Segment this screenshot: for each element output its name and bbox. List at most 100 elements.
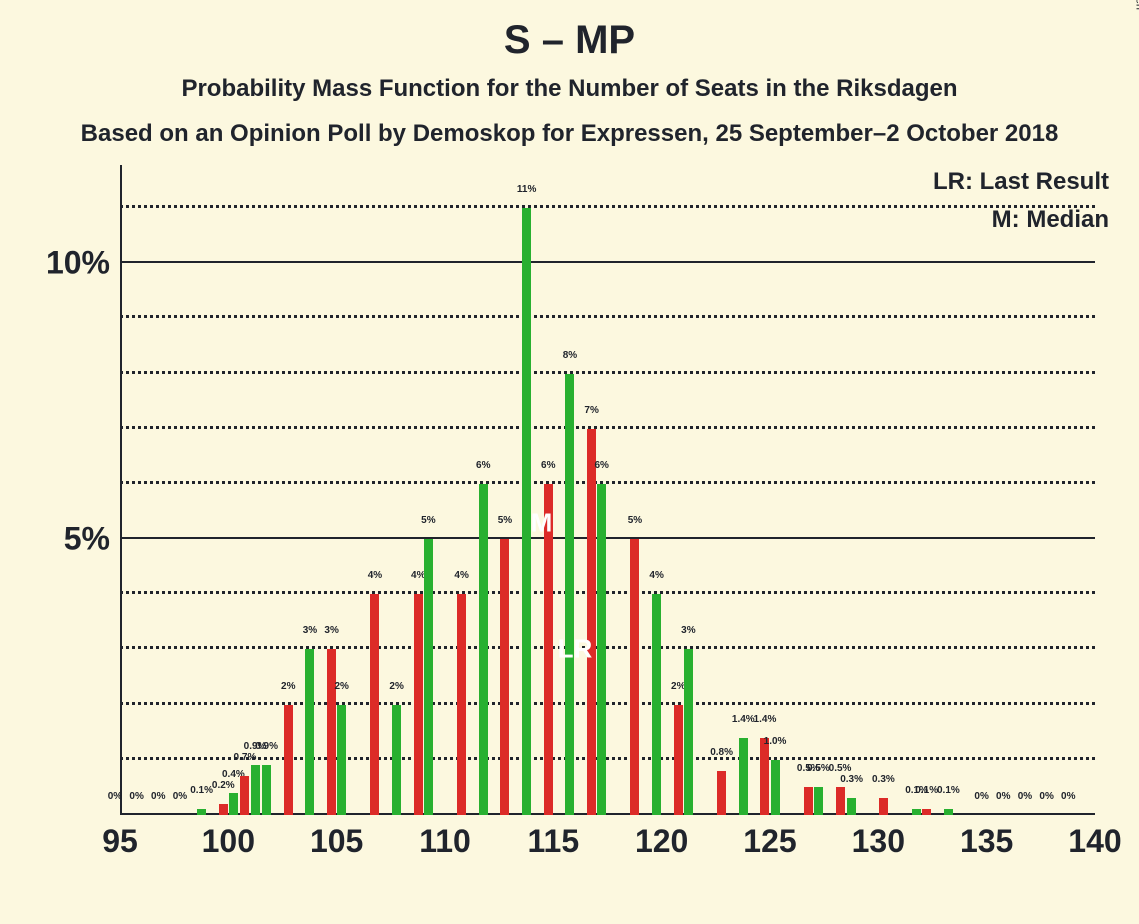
gridline-minor: [120, 481, 1095, 484]
bar-value-label: 0%: [173, 791, 187, 802]
chart-subtitle-2: Based on an Opinion Poll by Demoskop for…: [0, 120, 1139, 148]
bar-value-label: 4%: [368, 570, 382, 581]
bar: [760, 738, 769, 815]
bar-value-label: 0%: [974, 791, 988, 802]
x-tick-label: 125: [743, 823, 796, 860]
bar-value-label: 0%: [151, 791, 165, 802]
bar: [912, 809, 921, 815]
bar-value-label: 3%: [303, 625, 317, 636]
bar: [240, 776, 249, 815]
x-tick-label: 105: [310, 823, 363, 860]
bar-value-label: 0%: [108, 791, 122, 802]
gridline-minor: [120, 646, 1095, 649]
chart-subtitle-1: Probability Mass Function for the Number…: [0, 75, 1139, 103]
bar-value-label: 0.1%: [190, 785, 213, 796]
bar-value-label: 0.8%: [710, 747, 733, 758]
bar: [597, 484, 606, 815]
bar-value-label: 0.1%: [915, 785, 938, 796]
bar: [652, 594, 661, 815]
bar-value-label: 0%: [1039, 791, 1053, 802]
bar: [457, 594, 466, 815]
bar: [922, 809, 931, 815]
bar: [879, 798, 888, 815]
x-tick-label: 100: [202, 823, 255, 860]
gridline-minor: [120, 757, 1095, 760]
x-tick-label: 110: [419, 823, 471, 860]
annotation-last-result: LR: [558, 634, 593, 665]
bar-value-label: 11%: [517, 184, 536, 195]
bar: [327, 649, 336, 815]
bar-value-label: 7%: [584, 405, 598, 416]
gridline-minor: [120, 371, 1095, 374]
bar-value-label: 2%: [334, 681, 348, 692]
bar-value-label: 8%: [563, 350, 577, 361]
bar: [717, 771, 726, 815]
x-tick-label: 115: [528, 823, 580, 860]
bar-value-label: 2%: [281, 681, 295, 692]
x-tick-label: 140: [1068, 823, 1121, 860]
bar-value-label: 5%: [498, 515, 512, 526]
bar-value-label: 0.3%: [872, 774, 895, 785]
bar-value-label: 3%: [681, 625, 695, 636]
annotation-median: M: [531, 507, 553, 538]
bar-value-label: 3%: [324, 625, 338, 636]
bar-value-label: 2%: [389, 681, 403, 692]
copyright-notice: © 2020 Filip van Laenen: [1133, 0, 1139, 10]
bar-value-label: 0.3%: [840, 774, 863, 785]
bar: [630, 539, 639, 815]
bar: [500, 539, 509, 815]
bar-value-label: 1.4%: [754, 714, 777, 725]
bar: [814, 787, 823, 815]
bar-value-label: 6%: [476, 460, 490, 471]
bar-value-label: 0%: [1061, 791, 1075, 802]
bar-value-label: 0%: [1018, 791, 1032, 802]
bar-value-label: 5%: [421, 515, 435, 526]
y-tick-label: 5%: [30, 521, 110, 558]
bar: [392, 705, 401, 815]
x-tick-label: 135: [960, 823, 1013, 860]
bar-value-label: 4%: [454, 570, 468, 581]
gridline-minor: [120, 591, 1095, 594]
chart-plot-area: 5%10%951001051101151201251301351400%0%0%…: [120, 175, 1095, 815]
bar: [219, 804, 228, 815]
bar-value-label: 0.5%: [807, 763, 830, 774]
bar: [370, 594, 379, 815]
gridline-minor: [120, 315, 1095, 318]
x-tick-label: 95: [102, 823, 138, 860]
y-tick-label: 10%: [30, 245, 110, 282]
bar: [587, 429, 596, 815]
bar: [836, 787, 845, 815]
bar: [739, 738, 748, 815]
bar-value-label: 0.9%: [255, 741, 278, 752]
bar-value-label: 1.4%: [732, 714, 755, 725]
gridline-major: [120, 261, 1095, 263]
x-tick-label: 120: [635, 823, 688, 860]
gridline-minor: [120, 702, 1095, 705]
bar-value-label: 0.7%: [234, 752, 257, 763]
bar: [424, 539, 433, 815]
bar-value-label: 0%: [996, 791, 1010, 802]
gridline-major: [120, 537, 1095, 539]
bar: [262, 765, 271, 815]
x-tick-label: 130: [852, 823, 905, 860]
bar: [229, 793, 238, 815]
bar: [337, 705, 346, 815]
bar: [944, 809, 953, 815]
bar-value-label: 5%: [628, 515, 642, 526]
bar: [847, 798, 856, 815]
bar: [479, 484, 488, 815]
bar: [674, 705, 683, 815]
bar: [251, 765, 260, 815]
bar: [684, 649, 693, 815]
bar: [771, 760, 780, 815]
bar-value-label: 6%: [541, 460, 555, 471]
bar-value-label: 4%: [649, 570, 663, 581]
bar-value-label: 0.1%: [937, 785, 960, 796]
bar: [197, 809, 206, 815]
gridline-minor: [120, 205, 1095, 208]
bar-value-label: 1.0%: [764, 736, 787, 747]
bar-value-label: 0%: [129, 791, 143, 802]
bar: [804, 787, 813, 815]
bar: [414, 594, 423, 815]
bar: [305, 649, 314, 815]
